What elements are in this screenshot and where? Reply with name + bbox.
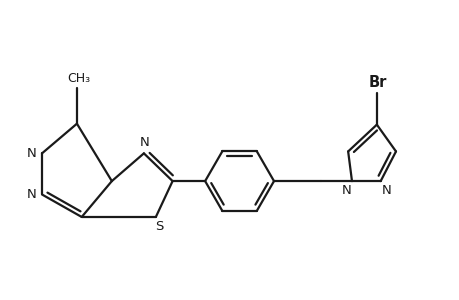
Text: N: N <box>27 147 36 160</box>
Text: CH₃: CH₃ <box>67 72 90 85</box>
Text: N: N <box>381 184 391 197</box>
Text: S: S <box>155 220 163 233</box>
Text: N: N <box>341 184 350 197</box>
Text: N: N <box>27 188 36 201</box>
Text: Br: Br <box>368 75 386 90</box>
Text: N: N <box>140 136 149 149</box>
